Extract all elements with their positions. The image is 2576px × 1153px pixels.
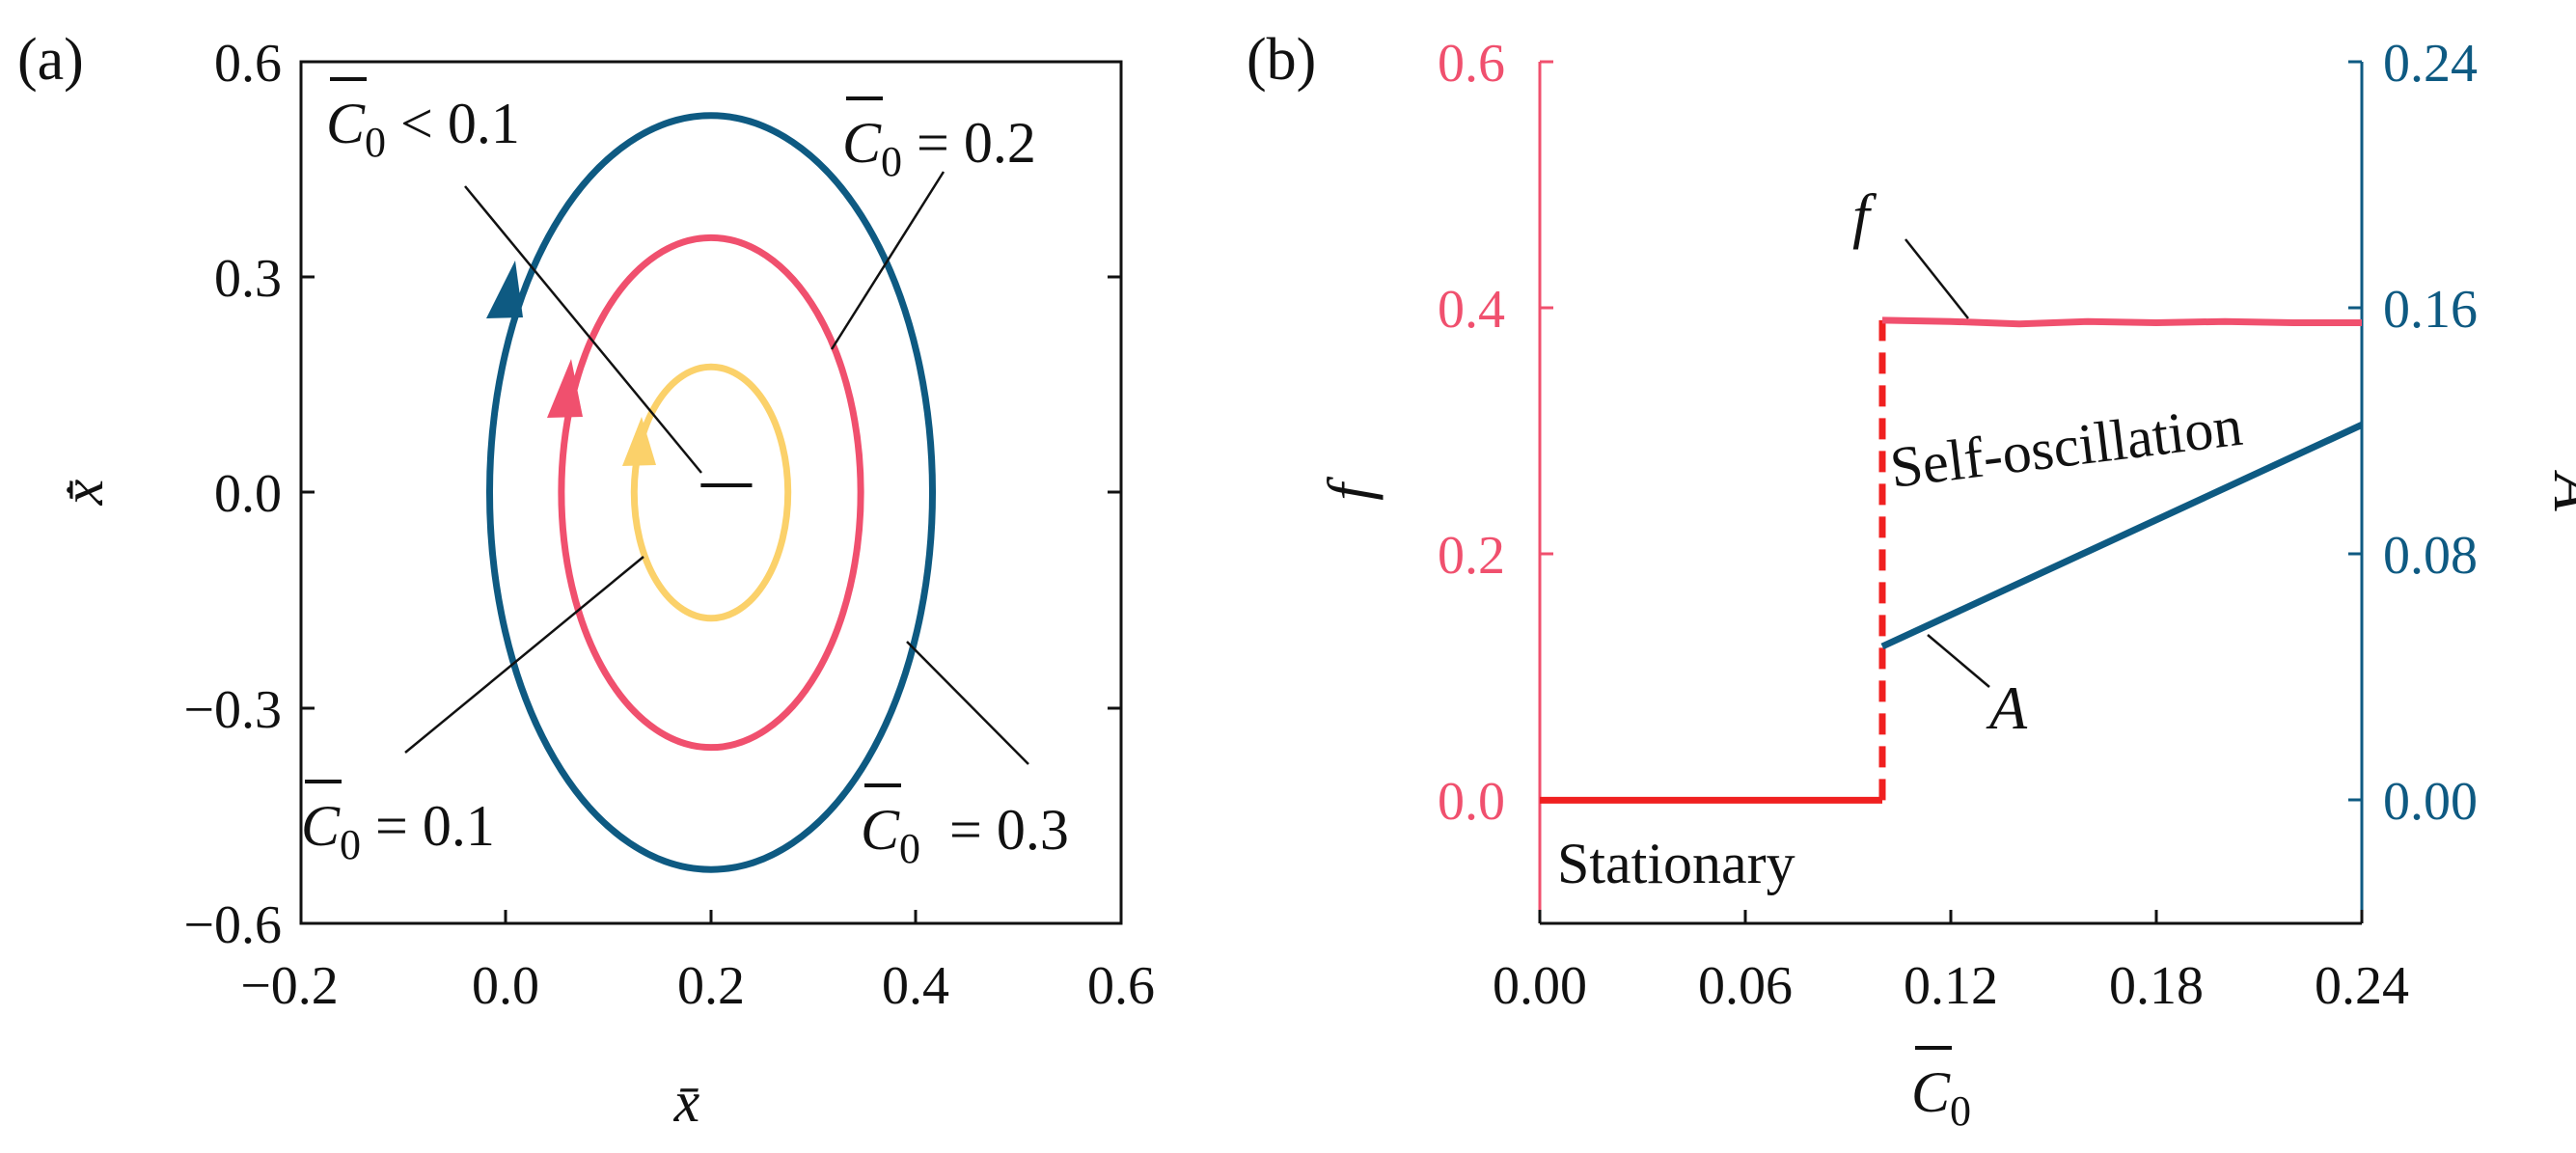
leader-line-a: [1927, 634, 1990, 688]
x-tick-label: −0.2: [240, 956, 339, 1016]
panel-b-right-y-axis-label: A: [2541, 469, 2576, 511]
panel-b-left-y-ticks: 0.6 0.4 0.2 0.0: [1438, 34, 1553, 832]
series-line-f: [1881, 316, 2362, 328]
panel-b: (b) 0.00 0.06 0.12 0.18 0.24 0.6 0.4: [1247, 27, 2576, 1135]
annotation-sub: 0: [881, 138, 902, 185]
panel-a-annotations: C0 < 0.1 C0 = 0.2 C0 = 0.1 C0 = 0.3: [301, 77, 1069, 872]
panel-a-label: (a): [17, 27, 84, 93]
panel-a-x-ticks: −0.2 0.0 0.2 0.4 0.6: [240, 910, 1155, 1016]
panel-b-x-ticks: 0.00 0.06 0.12 0.18 0.24: [1493, 910, 2409, 1016]
panel-b-right-y-ticks: 0.24 0.16 0.08 0.00: [2348, 34, 2478, 832]
y-tick-label: 0.16: [2383, 280, 2478, 340]
annotation-stationary: Stationary: [1557, 832, 1795, 895]
annotation-sub: 0: [365, 119, 386, 166]
panel-a: (a) −0.2 0.0 0.2 0.4 0.6 0: [17, 27, 1155, 1134]
y-tick-label: 0.08: [2383, 526, 2478, 586]
y-tick-label: 0.24: [2383, 34, 2478, 94]
leader-line-fixed-point: [464, 185, 702, 474]
y-tick-label: −0.6: [183, 895, 282, 955]
panel-b-left-y-axis-label: f: [1315, 476, 1384, 501]
annotation-sub: 0: [899, 825, 920, 872]
x-tick-label: 0.24: [2315, 956, 2409, 1016]
y-tick-label: 0.2: [1438, 526, 1505, 586]
annotation-c0-lt-0.1: C0 < 0.1: [326, 92, 520, 166]
annotation-c0-0.2: C0 = 0.2: [842, 111, 1036, 185]
limit-cycle-c0-0.3: [486, 112, 936, 873]
leader-line-c0-0.2: [830, 171, 945, 350]
annotation-c0-0.3: C0 = 0.3: [861, 798, 1069, 872]
y-tick-label: 0.6: [1438, 34, 1505, 94]
x-tick-label: 0.0: [472, 956, 539, 1016]
annotation-rest: = 0.2: [902, 111, 1036, 175]
x-tick-label: 0.4: [882, 956, 949, 1016]
leader-line-f: [1905, 238, 1969, 319]
y-tick-label: 0.3: [214, 249, 282, 309]
flow-arrow-pink: [547, 359, 583, 418]
x-tick-label: 0.00: [1493, 956, 1587, 1016]
series-line-a: [1880, 422, 2364, 650]
annotation-f: f: [1852, 181, 1877, 250]
x-tick-label: 0.6: [1087, 956, 1155, 1016]
x-tick-label: 0.18: [2109, 956, 2204, 1016]
y-tick-label: 0.0: [1438, 772, 1505, 832]
x-tick-label: 0.06: [1698, 956, 1793, 1016]
flow-arrow-yellow: [622, 417, 656, 466]
annotation-self-oscillation: Self-oscillation: [1887, 394, 2246, 500]
panel-b-label: (b): [1247, 27, 1316, 93]
panel-b-x-axis-label: C0: [1911, 1060, 1971, 1135]
y-tick-label: 0.6: [214, 34, 282, 94]
annotation-c0-0.1: C0 = 0.1: [301, 794, 495, 868]
panel-a-x-axis-label: x̄: [673, 1070, 700, 1134]
panel-b-series: [1540, 316, 2364, 804]
y-tick-label: −0.3: [183, 680, 282, 740]
y-tick-label: 0.00: [2383, 772, 2478, 832]
panel-a-y-ticks: 0.6 0.3 0.0 −0.3 −0.6: [183, 34, 1121, 955]
x-tick-label: 0.12: [1904, 956, 1998, 1016]
x-tick-label: 0.2: [677, 956, 745, 1016]
y-tick-label: 0.4: [1438, 280, 1505, 340]
annotation-a: A: [1986, 673, 2028, 742]
annotation-rest: < 0.1: [386, 92, 520, 155]
annotation-rest: = 0.3: [920, 798, 1069, 862]
leader-line-c0-0.1: [404, 556, 644, 754]
limit-cycle-c0-0.2: [558, 233, 864, 752]
y-tick-label: 0.0: [214, 464, 282, 524]
annotation-sub: 0: [340, 821, 361, 868]
limit-cycle-c0-0.1: [630, 363, 792, 622]
leader-line-c0-0.3: [906, 641, 1029, 765]
flow-arrow-blue: [486, 261, 523, 318]
panel-a-leader-lines: [404, 171, 1029, 765]
panel-a-y-axis-label: x̄̇: [51, 479, 115, 506]
annotation-rest: = 0.1: [361, 794, 495, 858]
